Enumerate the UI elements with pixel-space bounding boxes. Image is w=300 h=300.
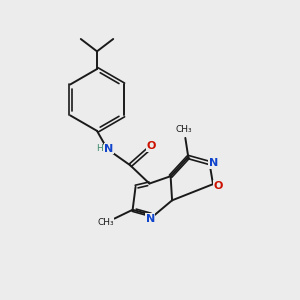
Text: CH₃: CH₃: [97, 218, 114, 226]
Text: H: H: [96, 144, 102, 153]
Text: N: N: [104, 143, 113, 154]
Text: O: O: [146, 141, 156, 151]
Text: N: N: [209, 158, 218, 168]
Text: CH₃: CH₃: [176, 125, 192, 134]
Text: N: N: [146, 214, 155, 224]
Text: O: O: [214, 181, 223, 190]
